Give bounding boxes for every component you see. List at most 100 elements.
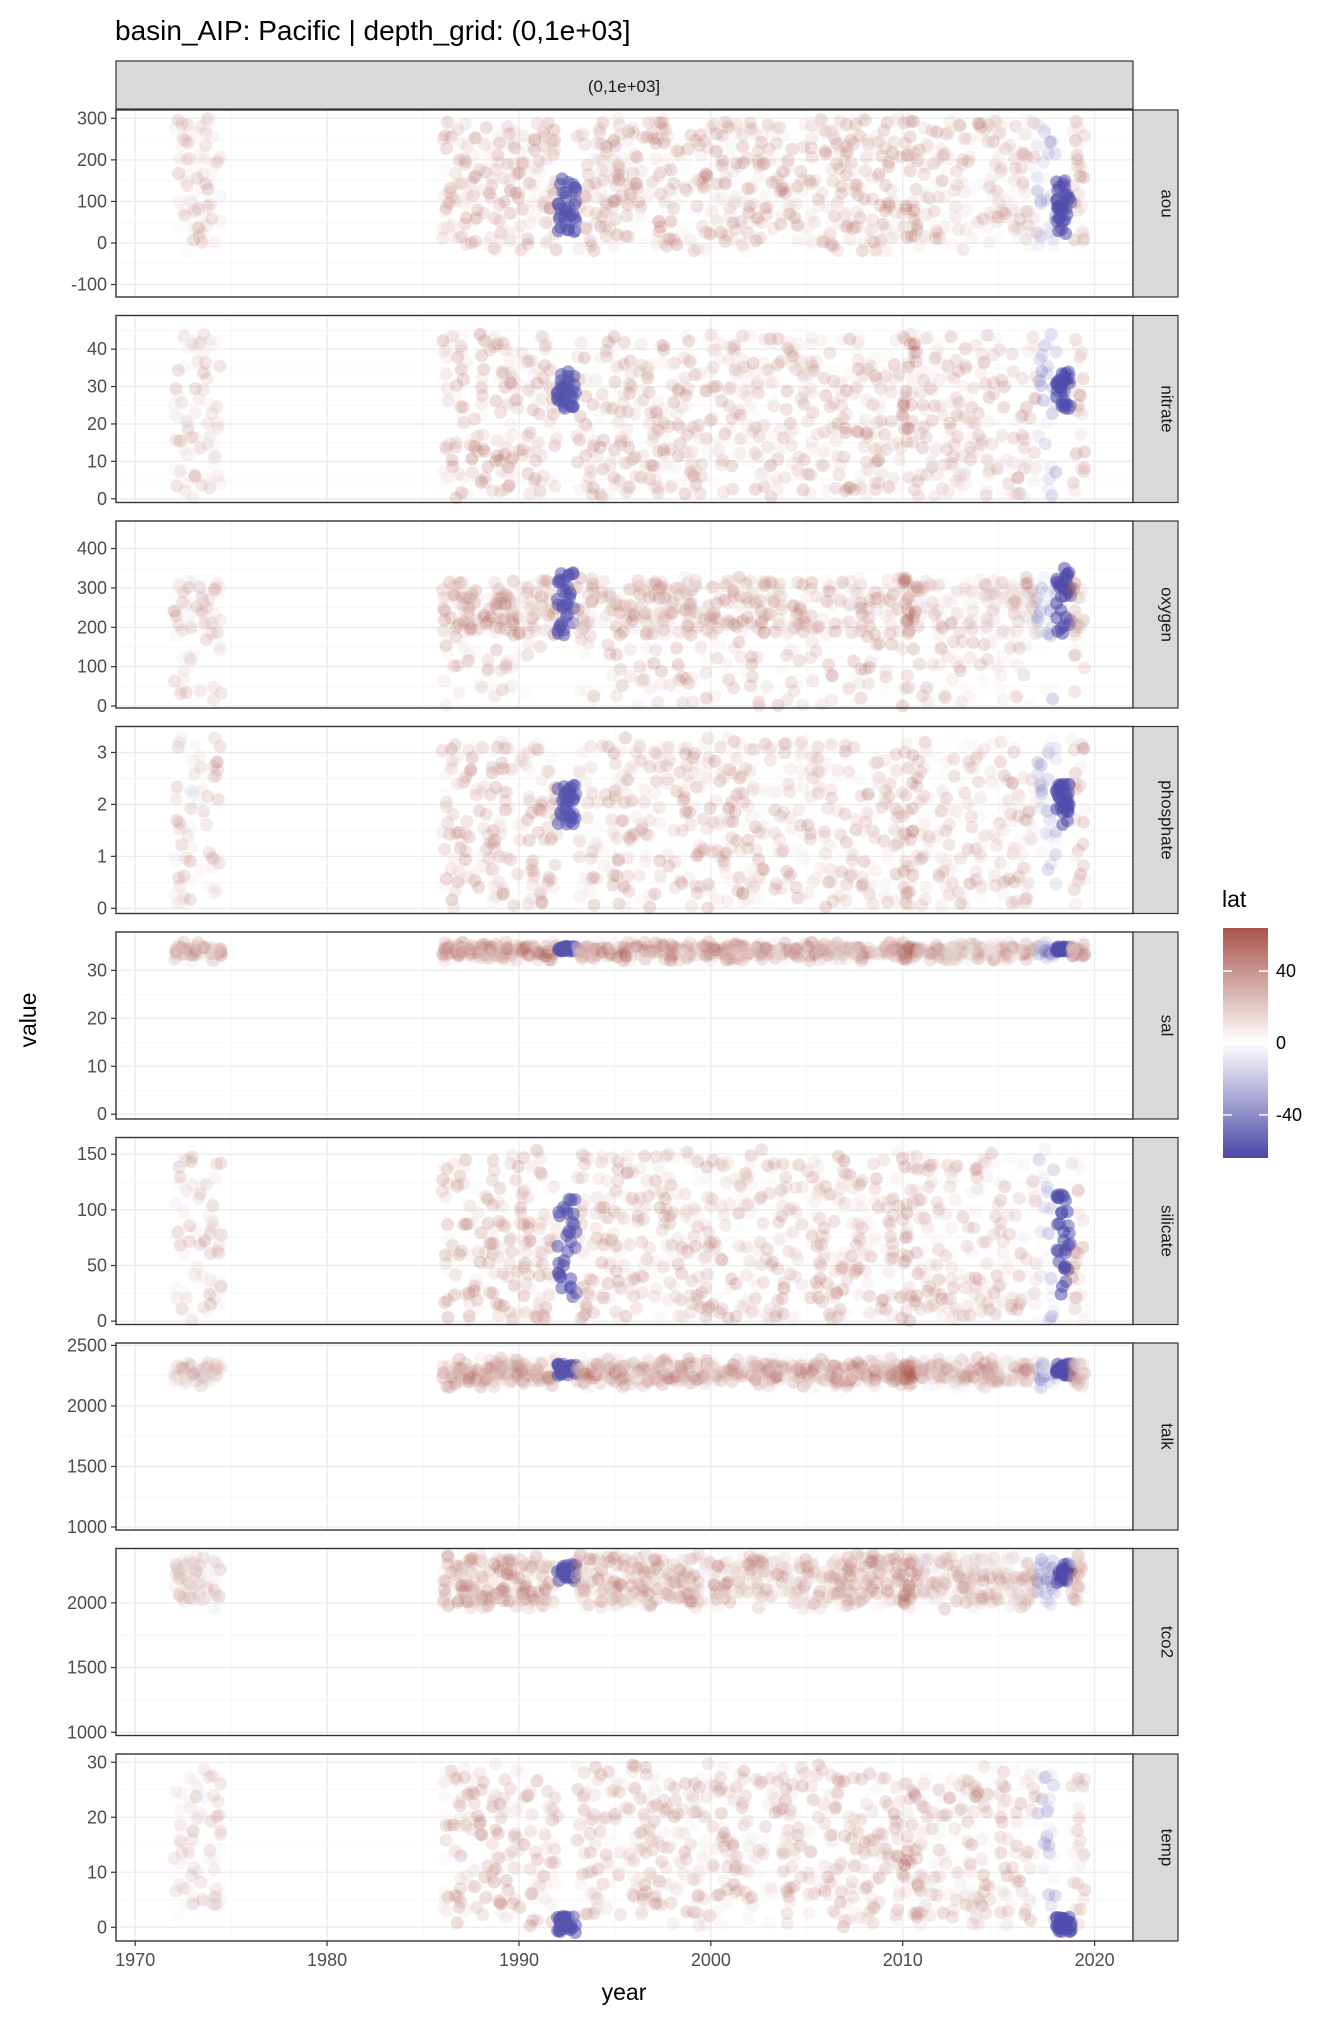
data-point <box>638 798 651 811</box>
data-point <box>462 654 475 667</box>
data-point <box>602 165 615 178</box>
data-point <box>443 634 456 647</box>
data-point <box>750 234 763 247</box>
data-point <box>655 665 668 678</box>
data-point <box>940 792 953 805</box>
data-point <box>792 337 805 350</box>
data-point <box>974 658 987 671</box>
data-point <box>187 754 200 767</box>
data-point <box>766 376 779 389</box>
data-point <box>835 180 848 193</box>
data-point <box>529 390 542 403</box>
data-point <box>757 806 770 819</box>
data-point <box>899 855 912 868</box>
data-point <box>631 699 644 712</box>
data-point <box>1006 347 1019 360</box>
data-point <box>902 681 915 694</box>
data-point <box>714 814 727 827</box>
data-point <box>812 620 825 633</box>
data-point <box>172 167 185 180</box>
data-point <box>871 753 884 766</box>
data-point <box>1034 228 1047 241</box>
y-tick-label: 10 <box>87 451 107 471</box>
data-point <box>947 753 960 766</box>
data-point <box>629 758 642 771</box>
data-point <box>913 795 926 808</box>
data-point <box>989 115 1002 128</box>
data-point <box>900 737 913 750</box>
data-point <box>626 614 639 627</box>
data-point <box>761 764 774 777</box>
data-point <box>988 574 1001 587</box>
data-point <box>965 184 978 197</box>
data-point <box>207 693 220 706</box>
data-point <box>202 431 215 444</box>
data-point <box>721 833 734 846</box>
data-point <box>572 603 585 616</box>
data-point <box>580 684 593 697</box>
data-point <box>1077 838 1090 851</box>
data-point <box>824 400 837 413</box>
y-tick-label: 100 <box>77 657 107 677</box>
data-point <box>550 432 563 445</box>
data-point <box>436 334 449 347</box>
data-point <box>598 206 611 219</box>
data-point <box>785 822 798 835</box>
data-point <box>215 796 228 809</box>
data-point <box>651 400 664 413</box>
data-point <box>629 810 642 823</box>
data-point <box>1014 231 1027 244</box>
data-point <box>689 480 702 493</box>
data-point <box>959 132 972 145</box>
data-point <box>210 400 223 413</box>
data-point <box>490 209 503 222</box>
data-point <box>516 347 529 360</box>
data-point <box>924 152 937 165</box>
data-point <box>892 639 905 652</box>
data-point <box>759 589 772 602</box>
data-point <box>170 479 183 492</box>
data-point <box>773 121 786 134</box>
data-point <box>753 826 766 839</box>
data-point <box>822 876 835 889</box>
data-point <box>662 420 675 433</box>
data-point <box>493 592 506 605</box>
data-point <box>879 179 892 192</box>
data-point <box>734 599 747 612</box>
data-point <box>690 425 703 438</box>
data-point <box>1031 768 1044 781</box>
data-point <box>596 388 609 401</box>
data-point <box>935 851 948 864</box>
data-point <box>204 334 217 347</box>
data-point <box>678 445 691 458</box>
data-point <box>652 215 665 228</box>
data-point <box>450 777 463 790</box>
data-point <box>791 850 804 863</box>
data-point <box>622 870 635 883</box>
data-point <box>449 167 462 180</box>
data-point <box>843 765 856 778</box>
data-point <box>1010 895 1023 908</box>
data-point <box>914 330 927 343</box>
data-point <box>525 892 538 905</box>
data-point <box>639 855 652 868</box>
data-point <box>590 872 603 885</box>
data-point <box>859 164 872 177</box>
data-point <box>874 396 887 409</box>
data-point <box>889 364 902 377</box>
data-point <box>870 639 883 652</box>
data-point <box>746 587 759 600</box>
data-point <box>825 738 838 751</box>
data-point <box>539 624 552 637</box>
data-point <box>214 151 227 164</box>
data-point <box>878 790 891 803</box>
data-point <box>981 614 994 627</box>
data-point <box>998 859 1011 872</box>
data-point <box>882 155 895 168</box>
data-point <box>460 580 473 593</box>
data-point <box>1075 462 1088 475</box>
data-point <box>469 169 482 182</box>
data-point <box>1039 172 1052 185</box>
data-point <box>639 237 652 250</box>
